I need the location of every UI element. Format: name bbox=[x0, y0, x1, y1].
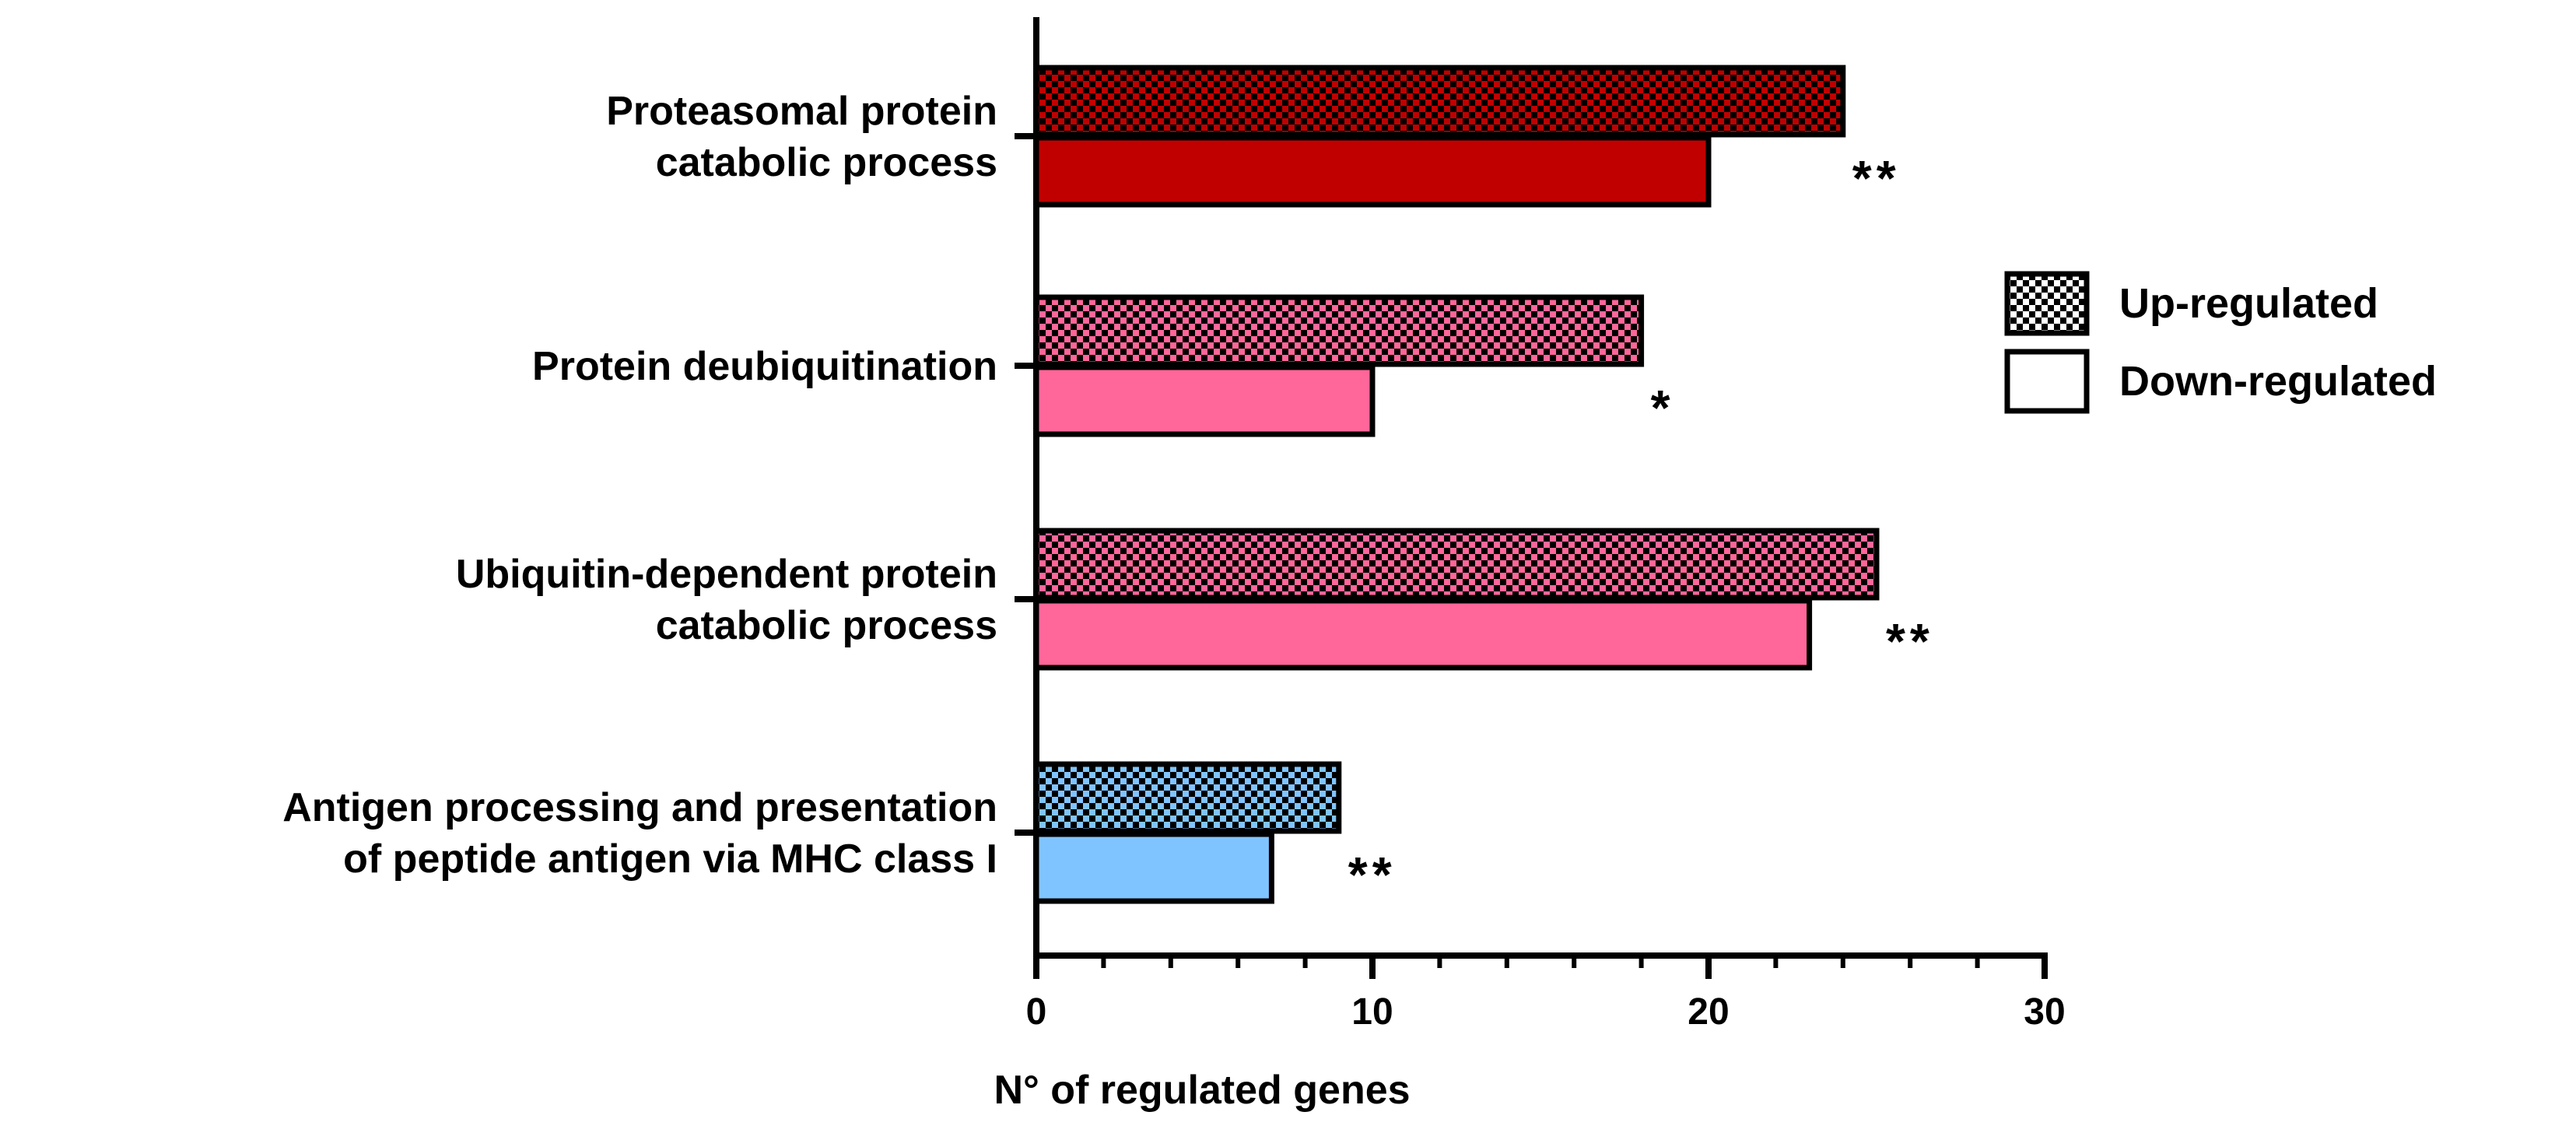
significance-marker: ** bbox=[1852, 150, 1901, 206]
labels-group: ** Proteasomal protein catabolic process * P… bbox=[282, 89, 1934, 903]
significance-marker: ** bbox=[1886, 613, 1934, 669]
bar-up-1 bbox=[1033, 65, 1846, 138]
legend: Up-regulated Down-regulated bbox=[2004, 271, 2437, 414]
bar-up-2 bbox=[1033, 294, 1645, 367]
category-label: Antigen processing and presentation bbox=[282, 785, 997, 830]
bar-down-2 bbox=[1033, 364, 1376, 437]
legend-label: Up-regulated bbox=[2119, 280, 2378, 327]
legend-label: Down-regulated bbox=[2119, 358, 2437, 405]
legend-swatch-down bbox=[2004, 349, 2090, 414]
category-label: Protein deubiquitination bbox=[532, 344, 997, 389]
bar-down-4 bbox=[1033, 831, 1274, 904]
category-label: catabolic process bbox=[656, 603, 997, 648]
category-label: catabolic process bbox=[656, 140, 997, 185]
category-label: Ubiquitin-dependent protein bbox=[456, 552, 997, 597]
significance-marker: * bbox=[1651, 380, 1675, 436]
bar-down-1 bbox=[1033, 135, 1712, 208]
category-label: Proteasomal protein bbox=[606, 89, 997, 134]
x-tick-label: 0 bbox=[1026, 991, 1047, 1033]
x-tick-label: 30 bbox=[2024, 991, 2065, 1033]
bar-up-4 bbox=[1033, 761, 1342, 834]
category-label: of peptide antigen via MHC class I bbox=[343, 837, 997, 882]
significance-marker: ** bbox=[1348, 847, 1397, 903]
bars-group bbox=[1033, 65, 1880, 904]
bar-down-3 bbox=[1033, 598, 1813, 671]
x-tick-label: 10 bbox=[1351, 991, 1393, 1033]
bar-up-3 bbox=[1033, 528, 1880, 601]
legend-swatch-up bbox=[2004, 271, 2090, 336]
x-axis-title: N° of regulated genes bbox=[994, 1068, 1410, 1113]
x-tick-label: 20 bbox=[1688, 991, 1729, 1033]
